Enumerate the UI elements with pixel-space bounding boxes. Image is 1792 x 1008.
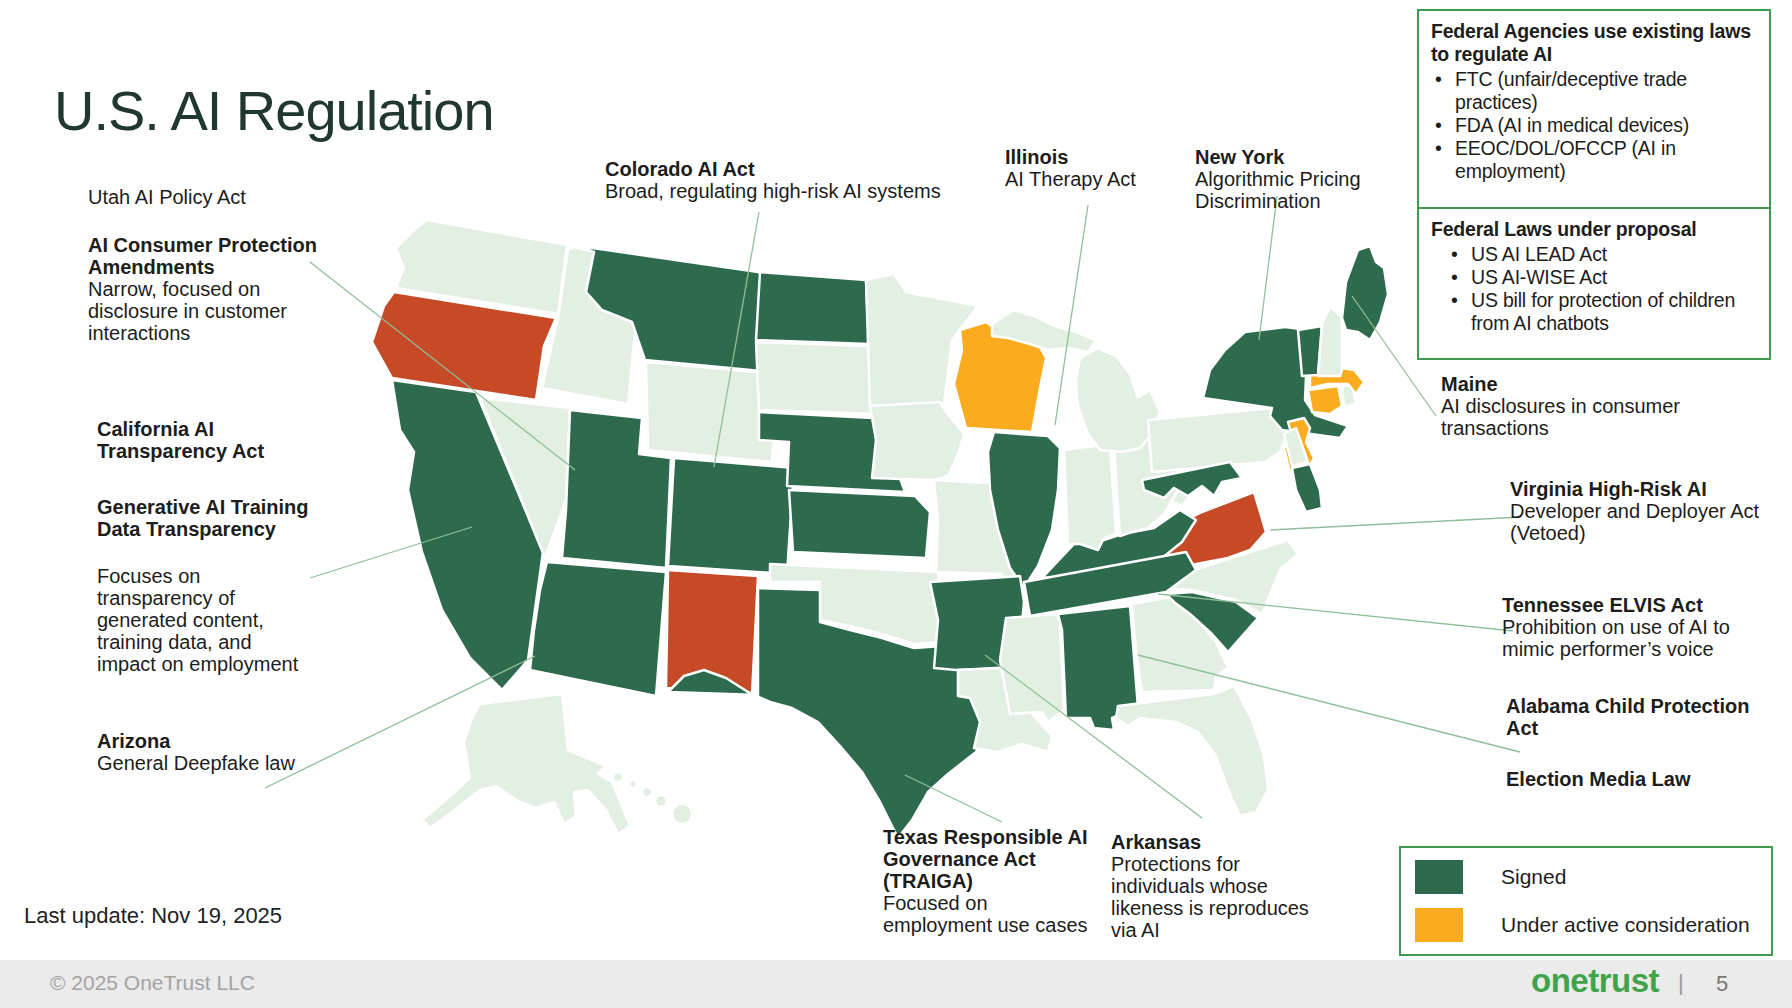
footer-separator: | [1678,970,1684,996]
box1-title: Federal Agencies use existing laws to re… [1431,20,1757,66]
state-pa[interactable] [1148,408,1288,472]
box-federal-laws: Federal Laws under proposal US AI LEAD A… [1417,207,1771,360]
box2-title: Federal Laws under proposal [1431,218,1757,241]
state-ia[interactable] [870,402,964,480]
legend-item-signed: Signed [1415,860,1566,894]
state-sd[interactable] [756,342,873,414]
legend-item-consideration: Under active consideration [1415,908,1750,942]
label-maine: MaineAI disclosures in consumer transact… [1441,373,1680,439]
page-number: 5 [1716,971,1728,997]
copyright: © 2025 OneTrust LLC [50,971,255,995]
label-generative: Generative AI Training Data Transparency [97,496,309,540]
label-ca-focus: Focuses on transparency of generated con… [97,565,298,675]
label-california: California AI Transparency Act [97,418,264,462]
label-tennessee: Tennessee ELVIS ActProhibition on use of… [1502,594,1730,660]
last-update: Last update: Nov 19, 2025 [24,903,282,929]
state-me[interactable] [1342,246,1388,340]
state-ak[interactable] [422,694,630,834]
box1-bullets: FTC (unfair/deceptive trade practices) F… [1431,68,1757,183]
onetrust-logo: onetrust [1531,962,1659,1000]
state-hi4[interactable] [655,795,667,807]
state-hi1[interactable] [613,772,623,782]
label-alabama: Alabama Child Protection Act [1506,695,1749,739]
label-utah: Utah AI Policy Act [88,186,246,208]
label-utah-consumer: AI Consumer Protection AmendmentsNarrow,… [88,234,317,344]
label-illinois: IllinoisAI Therapy Act [1005,146,1136,190]
label-colorado: Colorado AI ActBroad, regulating high-ri… [605,158,941,202]
label-newyork: New YorkAlgorithmic Pricing Discriminati… [1195,146,1361,212]
box2-bullets: US AI LEAD Act US AI-WISE Act US bill fo… [1431,243,1757,335]
state-mil[interactable] [1076,348,1160,452]
legend-swatch-signed [1415,860,1463,894]
label-texas: Texas Responsible AI Governance Act (TRA… [883,826,1088,936]
state-fl[interactable] [1116,686,1268,816]
label-virginia: Virginia High-Risk AIDeveloper and Deplo… [1510,478,1759,544]
state-az[interactable] [530,562,666,696]
state-ms[interactable] [1000,614,1064,722]
legend-swatch-consideration [1415,908,1463,942]
page-title: U.S. AI Regulation [54,78,494,143]
state-nd[interactable] [756,272,869,344]
footer-bar: © 2025 OneTrust LLC onetrust | 5 [0,960,1792,1008]
state-nh[interactable] [1318,307,1342,376]
box-federal-agencies: Federal Agencies use existing laws to re… [1417,9,1771,212]
state-in[interactable] [1064,444,1116,550]
label-arkansas: ArkansasProtections for individuals whos… [1111,831,1309,941]
state-hi3[interactable] [642,787,652,797]
state-hi5[interactable] [672,804,692,824]
state-co[interactable] [668,458,794,574]
label-election: Election Media Law [1506,768,1690,790]
legend: Signed Under active consideration [1399,846,1773,956]
label-arizona: ArizonaGeneral Deepfake law [97,730,295,774]
state-ks[interactable] [789,490,930,558]
state-mds[interactable] [1292,464,1322,512]
us-map [330,190,1410,880]
state-hi2[interactable] [629,780,637,788]
state-ct[interactable] [1308,386,1342,414]
